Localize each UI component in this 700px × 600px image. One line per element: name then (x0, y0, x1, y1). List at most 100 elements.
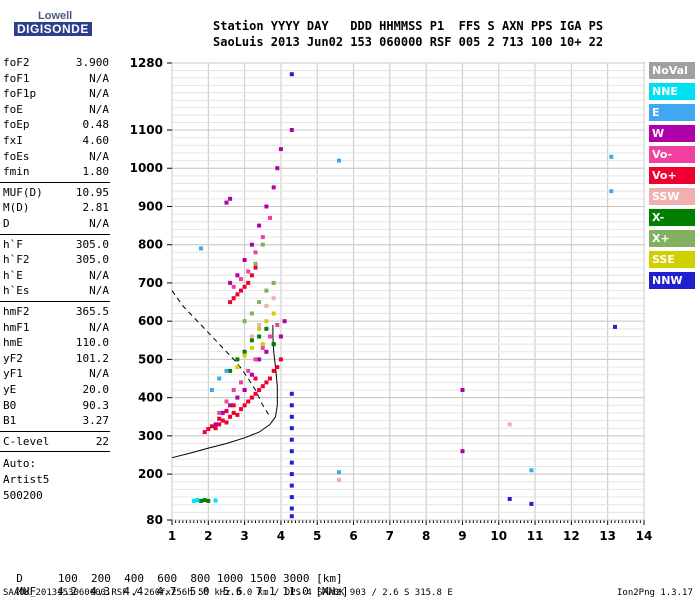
param-name: D (3, 217, 10, 230)
echo-point (246, 280, 251, 285)
x-tick-label: 3 (240, 529, 248, 543)
x-tick-label: 11 (527, 529, 544, 543)
echo-point (460, 388, 465, 392)
param-row: h`F 305.0 (3, 237, 109, 252)
echo-point (507, 497, 512, 501)
x-tick-label: 12 (563, 529, 580, 543)
legend-item: Vo- (649, 146, 695, 163)
muf-d-row: D 100 200 400 600 800 1000 1500 3000 [km] (3, 559, 343, 585)
echo-point (213, 422, 218, 427)
profile-solid-curve (171, 325, 278, 459)
param-separator (0, 181, 110, 183)
echo-point (337, 158, 341, 163)
echo-point (264, 349, 269, 354)
x-tick-label: 2 (204, 529, 212, 543)
param-row: foF1 N/A (3, 71, 109, 86)
echo-point (228, 300, 233, 305)
echo-point (235, 292, 240, 297)
y-tick-label: 600 (138, 314, 163, 328)
echo-point (224, 409, 229, 413)
echo-point (253, 357, 258, 362)
echo-point (220, 410, 225, 415)
muf-d-values: 100 200 400 600 800 1000 1500 3000 [km] (57, 572, 343, 585)
auto-scaling-text: Artist5 (3, 473, 50, 487)
echo-point (195, 498, 200, 503)
x-tick-label: 8 (422, 529, 430, 543)
echo-point (337, 477, 341, 482)
echo-point (217, 416, 222, 421)
param-value: 305.0 (75, 237, 109, 251)
echo-point (289, 391, 294, 396)
echo-point (242, 284, 247, 289)
y-tick-label: 1100 (130, 123, 163, 137)
echo-point (507, 422, 512, 427)
y-tick-label: 500 (138, 352, 163, 366)
echo-point (271, 311, 276, 316)
legend-item: E (649, 104, 695, 121)
param-row: fmin 1.80 (3, 164, 109, 179)
echo-point (253, 376, 258, 381)
echo-point (289, 414, 294, 419)
param-value: N/A (89, 71, 109, 85)
echo-point (231, 284, 236, 289)
logo-digisonde: DIGISONDE (14, 22, 92, 36)
echo-point (228, 280, 233, 285)
echo-point (278, 334, 283, 339)
legend-item: NNW (649, 272, 695, 289)
param-name: MUF(D) (3, 185, 43, 199)
echo-point (224, 399, 229, 404)
echo-point (246, 399, 251, 404)
echo-point (235, 273, 240, 278)
param-row: B0 90.3 (3, 398, 109, 413)
echo-point (199, 498, 203, 503)
echo-point (529, 501, 534, 506)
param-value: 90.3 (82, 398, 110, 412)
legend-item: SSE (649, 251, 695, 268)
echo-point (228, 196, 233, 201)
y-tick-label: 1000 (130, 161, 163, 175)
param-value: 101.2 (75, 351, 109, 365)
param-value: N/A (89, 87, 109, 101)
param-value: 365.5 (75, 305, 109, 318)
echo-point (220, 418, 225, 423)
echo-point (249, 334, 254, 339)
echo-point (213, 498, 218, 503)
x-tick-label: 14 (636, 529, 653, 543)
echo-point (206, 498, 211, 503)
param-value: 0.48 (82, 118, 110, 132)
echo-point (202, 430, 207, 435)
echo-point (249, 395, 254, 400)
param-separator (0, 233, 110, 235)
param-row: B1 3.27 (3, 413, 109, 428)
param-name: yF2 (3, 351, 23, 365)
param-value: N/A (89, 320, 109, 334)
echo-point (289, 506, 294, 511)
param-name: h`Es (3, 284, 30, 298)
echo-point (609, 154, 614, 159)
echo-point (246, 269, 251, 274)
param-name: foEs (3, 149, 30, 163)
param-row: yF2 101.2 (3, 351, 109, 366)
echo-point (253, 265, 258, 270)
footer-version: Ion2Png 1.3.17 (617, 588, 693, 598)
echo-point (271, 368, 276, 373)
echo-point (275, 323, 280, 327)
echo-point (264, 204, 269, 209)
param-value: 1.80 (82, 165, 110, 179)
echo-point (235, 357, 240, 362)
echo-point (289, 483, 294, 488)
param-value: N/A (89, 268, 109, 282)
param-name: h`E (3, 268, 23, 282)
y-tick-label: 80 (146, 513, 163, 527)
param-row: hmE 110.0 (3, 335, 109, 350)
param-separator (0, 301, 110, 302)
param-row: M(D) 2.81 (3, 200, 109, 215)
header-labels: Station YYYY DAY DDD HHMMSS P1 FFS S AXN… (213, 19, 604, 33)
param-name: hmE (3, 336, 23, 350)
echo-point (217, 376, 222, 381)
param-name: foF2 (3, 56, 30, 69)
echo-point (289, 403, 294, 408)
echo-point (249, 338, 254, 343)
param-value: 10.95 (75, 185, 109, 199)
echo-point (231, 296, 236, 301)
